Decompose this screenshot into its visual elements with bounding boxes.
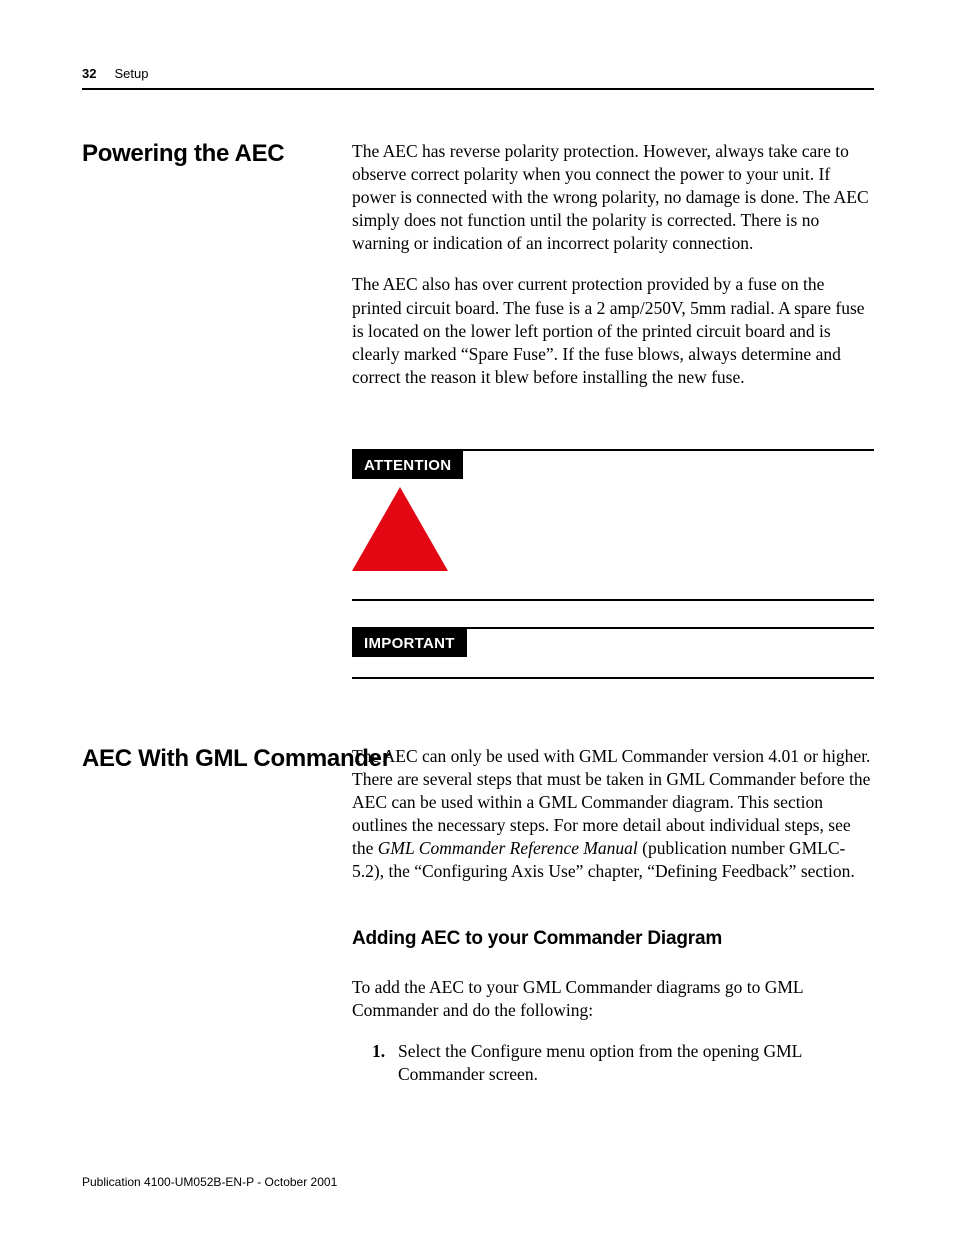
section-aec-gml: AEC With GML Commander The AEC can only … [82, 745, 874, 1086]
important-callout: IMPORTANT [352, 627, 874, 679]
warning-triangle-icon [352, 487, 448, 571]
list-item: 1. Select the Configure menu option from… [376, 1040, 874, 1086]
paragraph: The AEC has reverse polarity protection.… [352, 140, 874, 255]
publication-footer: Publication 4100-UM052B-EN-P - October 2… [82, 1175, 337, 1189]
emphasis-reference-manual: GML Commander Reference Manual [378, 838, 638, 858]
attention-callout: ATTENTION [352, 449, 874, 601]
section-powering-aec: Powering the AEC The AEC has reverse pol… [82, 140, 874, 679]
paragraph: The AEC can only be used with GML Comman… [352, 745, 874, 884]
paragraph: The AEC also has over current protection… [352, 273, 874, 388]
page-number: 32 [82, 66, 96, 81]
running-header: 32 Setup [82, 66, 874, 90]
heading-powering-aec: Powering the AEC [82, 140, 352, 168]
step-text: Select the Configure menu option from th… [398, 1041, 802, 1084]
subheading-adding-aec: Adding AEC to your Commander Diagram [352, 928, 874, 950]
attention-label: ATTENTION [352, 451, 463, 479]
important-label: IMPORTANT [352, 629, 467, 657]
step-number: 1. [372, 1040, 385, 1063]
heading-aec-gml: AEC With GML Commander [82, 745, 352, 773]
step-list: 1. Select the Configure menu option from… [352, 1040, 874, 1086]
running-section: Setup [114, 66, 148, 81]
paragraph: To add the AEC to your GML Commander dia… [352, 976, 874, 1022]
